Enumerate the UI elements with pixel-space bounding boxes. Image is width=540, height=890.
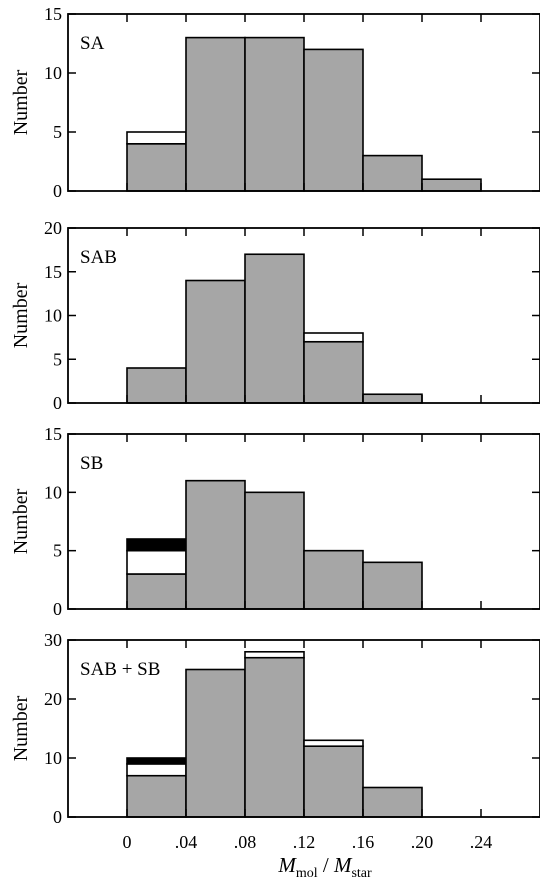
bar-black-bin-0 xyxy=(126,538,187,552)
bar-gray-bin-1 xyxy=(185,668,246,818)
panel-label: SAB xyxy=(80,247,117,268)
bar-gray-bin-4 xyxy=(362,393,423,404)
bar-white-bin-3 xyxy=(303,739,364,747)
y-tick-label: 5 xyxy=(53,122,62,142)
bar-gray-bin-4 xyxy=(362,154,423,192)
y-tick-label: 15 xyxy=(44,4,62,24)
y-tick-label: 30 xyxy=(44,630,62,650)
y-tick-label: 0 xyxy=(53,393,62,413)
bar-gray-bin-2 xyxy=(244,491,305,610)
bar-gray-bin-4 xyxy=(362,786,423,818)
x-axis-label-sub2: star xyxy=(351,866,372,881)
y-axis-label: Number xyxy=(10,488,32,554)
x-axis-label-sep: / xyxy=(318,853,334,877)
bar-gray-bin-5 xyxy=(421,178,482,192)
x-tick-label: .24 xyxy=(470,832,493,852)
panels-group: 0 5 10 15 SA Number 0 5 10 15 20 SAB Number 0 5 10 15 SB N… xyxy=(10,4,540,852)
x-axis-label-m1: M xyxy=(277,853,297,877)
y-tick-label: 5 xyxy=(53,349,62,369)
bar-gray-bin-3 xyxy=(303,48,364,192)
panel-label: SB xyxy=(80,453,103,474)
bar-gray-bin-0 xyxy=(126,774,187,818)
bar-gray-bin-0 xyxy=(126,367,187,404)
y-tick-label: 20 xyxy=(44,689,62,709)
y-tick-label: 10 xyxy=(44,748,62,768)
y-axis-label: Number xyxy=(10,69,32,135)
bar-gray-bin-3 xyxy=(303,745,364,818)
bar-gray-bin-2 xyxy=(244,36,305,192)
y-tick-label: 0 xyxy=(53,807,62,827)
bar-white-bin-3 xyxy=(303,332,364,343)
y-tick-label: 5 xyxy=(53,541,62,561)
y-tick-label: 15 xyxy=(44,262,62,282)
panel-3: 0 10 20 30 SAB + SB Number 0 .04 .08 .12 .16 .20 .24 xyxy=(10,630,540,852)
bar-white-bin-0 xyxy=(126,549,187,575)
bar-gray-bin-3 xyxy=(303,549,364,610)
bar-white-bin-2 xyxy=(244,650,305,659)
bar-gray-bin-3 xyxy=(303,340,364,404)
y-tick-label: 10 xyxy=(44,482,62,502)
panel-1: 0 5 10 15 20 SAB Number xyxy=(10,218,540,413)
x-tick-label: .08 xyxy=(234,832,257,852)
x-axis-label-sub1: mol xyxy=(296,866,318,881)
bar-gray-bin-1 xyxy=(185,36,246,192)
y-tick-label: 10 xyxy=(44,63,62,83)
panel-label: SAB + SB xyxy=(80,659,160,680)
y-tick-label: 15 xyxy=(44,424,62,444)
panel-2: 0 5 10 15 SB Number xyxy=(10,424,540,619)
y-axis-label: Number xyxy=(10,695,32,761)
bar-gray-bin-2 xyxy=(244,253,305,404)
bar-black-bin-0 xyxy=(126,757,187,765)
panel-label: SA xyxy=(80,33,105,54)
bar-white-bin-0 xyxy=(126,131,187,145)
y-tick-label: 20 xyxy=(44,218,62,238)
y-axis-label: Number xyxy=(10,282,32,348)
bar-gray-bin-4 xyxy=(362,561,423,610)
bar-gray-bin-2 xyxy=(244,656,305,818)
bar-white-bin-0 xyxy=(126,763,187,777)
x-axis-label: Mmol / Mstar xyxy=(277,853,372,881)
x-tick-label: .16 xyxy=(352,832,375,852)
x-tick-label: .12 xyxy=(293,832,316,852)
bar-gray-bin-0 xyxy=(126,573,187,610)
y-tick-label: 10 xyxy=(44,306,62,326)
bar-gray-bin-0 xyxy=(126,143,187,192)
x-tick-label: .04 xyxy=(175,832,198,852)
x-tick-label: .20 xyxy=(411,832,434,852)
panel-0: 0 5 10 15 SA Number xyxy=(10,4,540,201)
y-tick-label: 0 xyxy=(53,181,62,201)
x-axis-label-m2: M xyxy=(333,853,353,877)
bar-gray-bin-1 xyxy=(185,479,246,610)
y-tick-label: 0 xyxy=(53,599,62,619)
x-tick-label: 0 xyxy=(123,832,132,852)
bar-gray-bin-1 xyxy=(185,279,246,404)
